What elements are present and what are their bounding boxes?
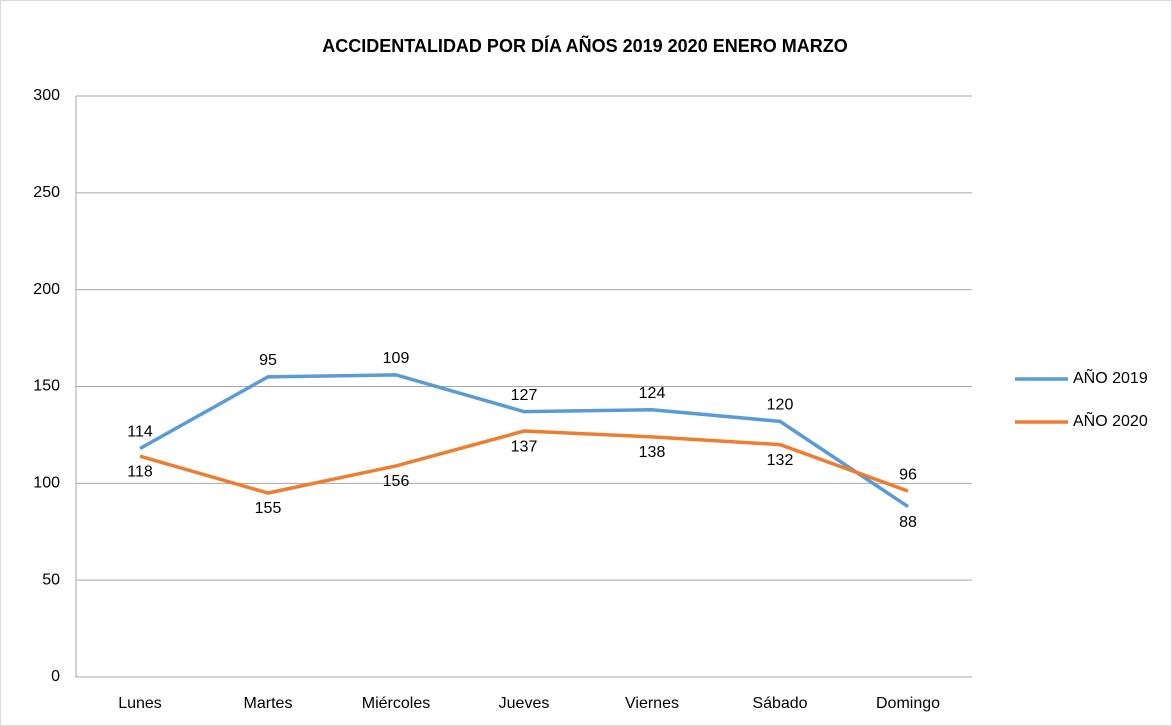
y-tick-label: 250 xyxy=(33,184,60,201)
data-label: 118 xyxy=(127,463,153,480)
data-label: 96 xyxy=(899,466,917,483)
x-tick-label: Lunes xyxy=(118,695,162,712)
data-label: 114 xyxy=(127,424,153,441)
y-tick-label: 200 xyxy=(33,281,60,298)
y-tick-label: 150 xyxy=(33,378,60,395)
data-label: 127 xyxy=(511,387,538,404)
chart-title: ACCIDENTALIDAD POR DÍA AÑOS 2019 2020 EN… xyxy=(322,35,847,56)
x-tick-label: Domingo xyxy=(876,695,940,712)
data-label: 156 xyxy=(383,473,410,490)
y-tick-label: 100 xyxy=(33,475,60,492)
legend-label: AÑO 2020 xyxy=(1073,410,1148,430)
data-label: 88 xyxy=(899,514,917,531)
data-label: 138 xyxy=(639,444,666,461)
data-label: 124 xyxy=(639,385,666,402)
data-label: 120 xyxy=(767,397,794,414)
x-tick-label: Sábado xyxy=(752,695,807,712)
line-series xyxy=(139,429,909,495)
y-tick-label: 0 xyxy=(51,668,60,685)
x-tick-label: Jueves xyxy=(499,695,550,712)
data-label: 137 xyxy=(511,438,538,455)
legend-label: AÑO 2019 xyxy=(1073,367,1148,387)
data-label: 155 xyxy=(255,500,282,517)
x-tick-label: Viernes xyxy=(625,695,679,712)
x-tick-label: Miércoles xyxy=(362,695,430,712)
y-tick-label: 300 xyxy=(33,87,60,104)
y-tick-label: 50 xyxy=(42,571,60,588)
line-series xyxy=(139,373,909,509)
data-label: 95 xyxy=(259,352,277,369)
data-label: 132 xyxy=(767,452,794,469)
x-tick-label: Martes xyxy=(244,695,293,712)
data-label: 109 xyxy=(383,350,410,367)
